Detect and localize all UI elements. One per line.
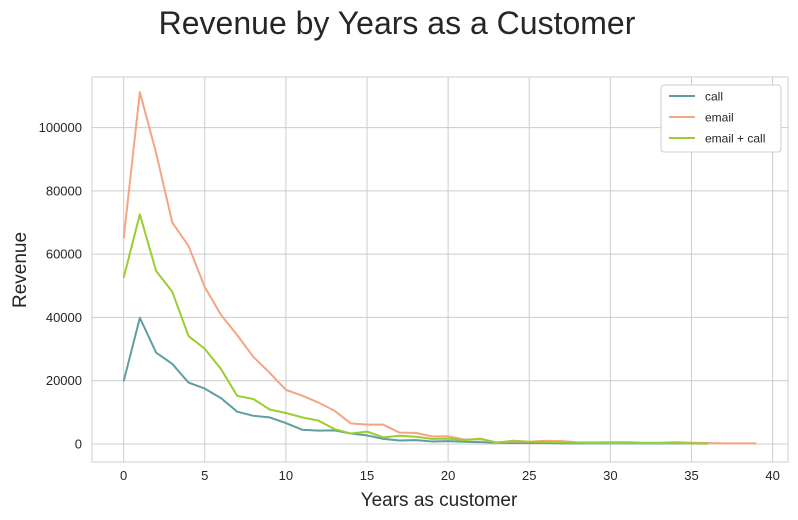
legend-label-email-call: email + call (705, 132, 765, 146)
y-tick-label: 80000 (46, 183, 82, 198)
x-axis-ticks: 0 5 10 15 20 25 30 35 40 (120, 468, 780, 483)
x-tick-label: 20 (441, 468, 455, 483)
legend-label-email: email (705, 111, 734, 125)
legend-box (660, 84, 782, 153)
y-tick-label: 60000 (46, 247, 82, 262)
x-tick-label: 10 (279, 468, 293, 483)
legend: call email email + call (660, 84, 782, 153)
x-axis-label: Years as customer (361, 490, 518, 511)
chart-title: Revenue by Years as a Customer (159, 5, 636, 41)
x-tick-label: 30 (603, 468, 617, 483)
series-lines (122, 91, 757, 445)
series-line-email-call (122, 213, 708, 445)
x-tick-label: 15 (360, 468, 374, 483)
y-axis-ticks: 0 20000 40000 60000 80000 100000 (39, 120, 82, 451)
legend-label-call: call (705, 90, 723, 104)
y-axis-label: Revenue (10, 232, 31, 308)
x-tick-label: 35 (684, 468, 698, 483)
y-tick-label: 100000 (39, 120, 82, 135)
x-tick-label: 0 (120, 468, 127, 483)
y-tick-label: 20000 (46, 373, 82, 388)
x-tick-label: 25 (522, 468, 536, 483)
y-tick-label: 0 (75, 436, 82, 451)
y-tick-label: 40000 (46, 310, 82, 325)
x-tick-label: 40 (765, 468, 779, 483)
x-tick-label: 5 (201, 468, 208, 483)
